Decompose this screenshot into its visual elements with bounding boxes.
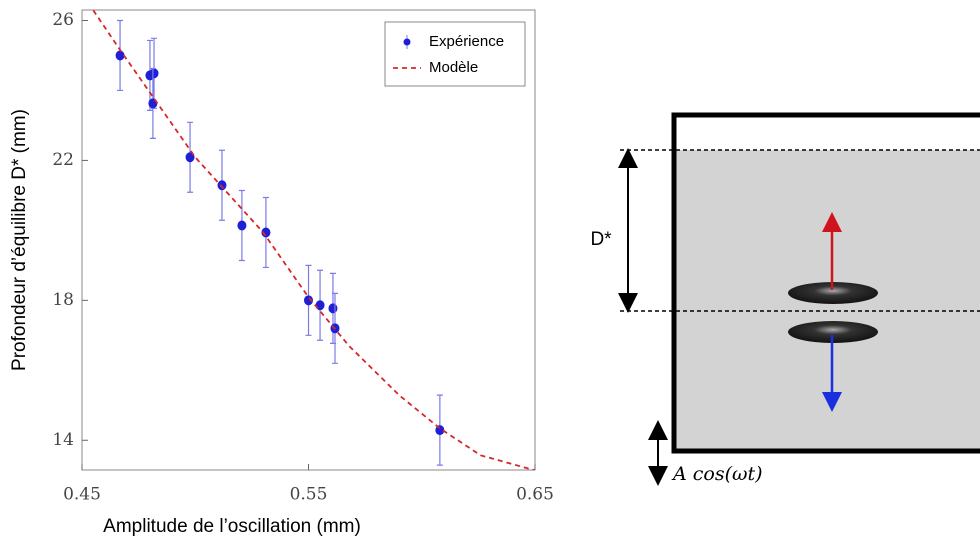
data-point <box>185 152 195 163</box>
plot-frame <box>81 9 536 471</box>
y-tick-label: 26 <box>52 10 74 30</box>
y-axis-label: Profondeur d’équilibre D* (mm) <box>9 109 30 371</box>
x-axis-label: Amplitude de l’oscillation (mm) <box>103 516 361 537</box>
x-tick-label: 0.55 <box>290 485 328 505</box>
data-point <box>304 295 313 306</box>
data-point <box>237 220 247 231</box>
data-point <box>115 50 125 61</box>
y-tick-label: 22 <box>52 150 74 170</box>
legend-marker <box>403 38 411 46</box>
data-point <box>217 180 227 191</box>
legend-label: Modèle <box>429 59 478 76</box>
droplet <box>788 282 878 304</box>
depth-label: D* <box>590 229 612 250</box>
data-point <box>315 300 325 311</box>
model-line <box>92 10 535 470</box>
data-point <box>328 303 338 314</box>
x-tick-label: 0.65 <box>516 485 554 505</box>
legend-box <box>384 21 526 87</box>
y-tick-label: 14 <box>52 430 74 450</box>
plot: 14 18 22 26 0.45 0.55 0.65 Expérience Modèle <box>52 9 554 505</box>
droplet <box>788 321 878 343</box>
y-tick-label: 18 <box>52 290 74 310</box>
legend-label: Expérience <box>429 33 504 50</box>
diagram: D* A cos(ωt) <box>590 112 980 486</box>
drive-label: A cos(ωt) <box>671 463 763 485</box>
data-point <box>149 68 159 79</box>
x-tick-label: 0.45 <box>63 485 101 505</box>
data-point <box>261 227 271 238</box>
